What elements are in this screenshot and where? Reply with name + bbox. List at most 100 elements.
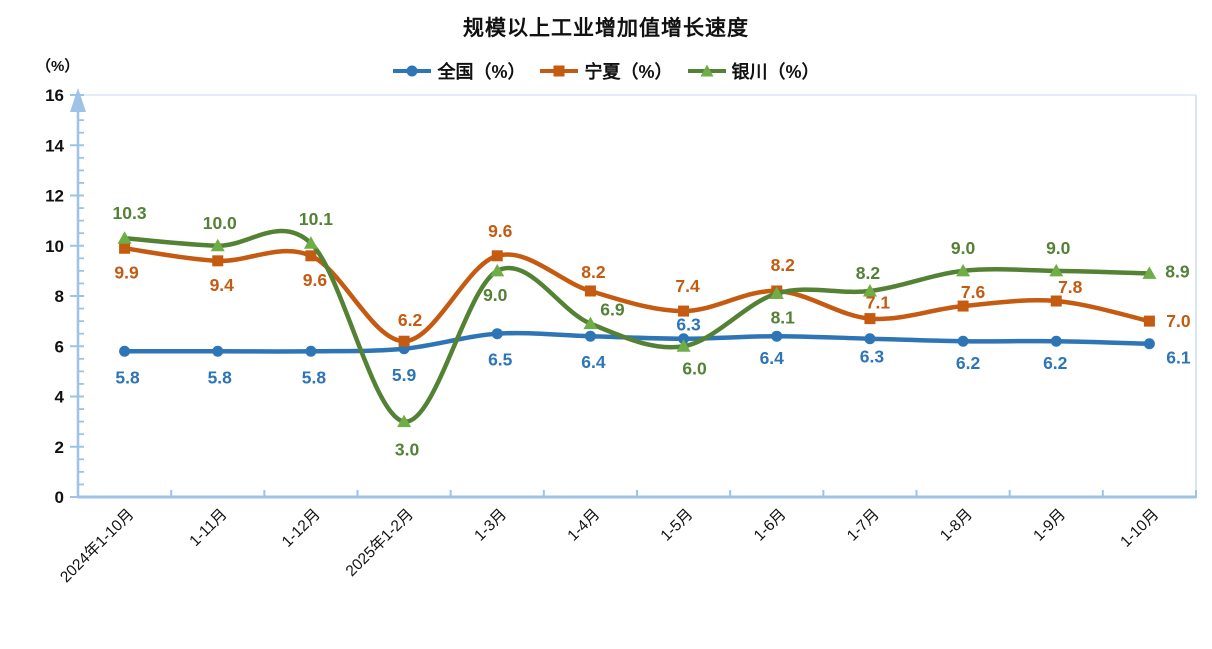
- series-line-national: [122, 330, 1152, 354]
- data-label-national-0: 5.8: [115, 367, 140, 387]
- data-label-yinchuan-5: 6.9: [600, 300, 625, 320]
- marker-ningxia-4: [491, 250, 503, 262]
- marker-yinchuan-7: [769, 286, 784, 299]
- marker-national-11: [1143, 338, 1155, 350]
- data-label-national-9: 6.2: [956, 353, 981, 373]
- x-tick-label-7: 1-6月: [751, 506, 790, 545]
- legend-label-national: 全国（%）: [437, 62, 526, 82]
- marker-national-4: [491, 328, 503, 340]
- line-triangle-marker-icon: [687, 64, 726, 77]
- marker-national-10: [1050, 335, 1062, 347]
- x-tick-label-5: 1-4月: [564, 506, 603, 545]
- marker-yinchuan-1: [210, 238, 225, 252]
- data-label-national-3: 5.9: [392, 365, 417, 385]
- marker-ningxia-3: [398, 335, 410, 347]
- marker-yinchuan-10: [1049, 263, 1064, 277]
- x-tick-label-1: 1-11月: [186, 506, 230, 550]
- x-tick-label-6: 1-5月: [658, 506, 697, 545]
- data-label-ningxia-0: 9.9: [114, 262, 139, 282]
- data-label-national-2: 5.8: [302, 367, 327, 387]
- y-tick-label-4: 4: [55, 388, 65, 407]
- data-label-ningxia-3: 6.2: [398, 310, 423, 330]
- y-axis-arrow-icon: [70, 88, 86, 112]
- legend-item-national[interactable]: 全国（%）: [392, 58, 525, 84]
- data-label-national-7: 6.4: [760, 348, 785, 368]
- data-label-national-4: 6.5: [488, 350, 513, 370]
- y-tick-label-8: 8: [55, 287, 64, 306]
- data-label-ningxia-1: 9.4: [210, 275, 235, 295]
- data-label-yinchuan-10: 9.0: [1046, 238, 1071, 258]
- y-tick-label-12: 12: [45, 187, 64, 206]
- data-label-ningxia-6: 7.4: [675, 276, 700, 296]
- data-label-ningxia-2: 9.6: [303, 270, 328, 290]
- x-tick-label-3: 2025年1-2月: [342, 505, 417, 580]
- data-label-ningxia-4: 9.6: [488, 221, 513, 241]
- legend: 全国（%） 宁夏（%） 银川（%）: [0, 58, 1212, 84]
- marker-ningxia-11: [1143, 315, 1155, 327]
- legend-label-yinchuan: 银川（%）: [731, 62, 820, 82]
- marker-national-5: [584, 330, 596, 342]
- y-tick-label-6: 6: [55, 337, 64, 356]
- marker-ningxia-5: [584, 285, 596, 297]
- y-axis-unit-label: （%）: [36, 58, 80, 75]
- data-label-yinchuan-4: 9.0: [483, 285, 508, 305]
- data-label-yinchuan-1: 10.0: [203, 213, 237, 233]
- data-label-yinchuan-6: 6.0: [682, 358, 707, 378]
- chart-title: 规模以上工业增加值增长速度: [463, 17, 749, 40]
- marker-yinchuan-5: [583, 316, 598, 330]
- marker-yinchuan-0: [117, 231, 132, 244]
- marker-national-9: [957, 335, 969, 347]
- x-tick-label-0: 2024年1-10月: [56, 505, 137, 586]
- legend-item-yinchuan[interactable]: 银川（%）: [687, 58, 820, 84]
- marker-national-0: [119, 345, 131, 357]
- marker-ningxia-0: [119, 242, 131, 254]
- data-label-national-11: 6.1: [1166, 348, 1191, 368]
- line-square-marker-icon: [540, 65, 579, 77]
- data-label-national-8: 6.3: [860, 347, 885, 367]
- x-tick-label-2: 1-12月: [279, 506, 324, 551]
- y-tick-label-2: 2: [55, 438, 64, 457]
- data-label-yinchuan-9: 9.0: [951, 238, 976, 258]
- data-label-yinchuan-11: 8.9: [1165, 261, 1190, 281]
- marker-yinchuan-8: [862, 283, 877, 297]
- data-label-yinchuan-2: 10.1: [299, 209, 333, 229]
- marker-yinchuan-9: [956, 263, 971, 277]
- series-line-ningxia: [122, 246, 1152, 344]
- y-tick-label-16: 16: [45, 86, 64, 105]
- marker-ningxia-8: [864, 313, 876, 325]
- data-label-national-5: 6.4: [581, 352, 606, 372]
- data-label-ningxia-7: 8.2: [771, 255, 796, 275]
- marker-yinchuan-2: [303, 236, 318, 249]
- data-label-national-1: 5.8: [208, 367, 233, 387]
- x-tick-label-10: 1-9月: [1030, 506, 1069, 545]
- marker-national-6: [678, 333, 690, 345]
- data-label-ningxia-9: 7.6: [961, 282, 986, 302]
- y-tick-label-0: 0: [55, 488, 64, 507]
- data-label-ningxia-8: 7.1: [866, 293, 891, 313]
- data-label-ningxia-11: 7.0: [1166, 311, 1191, 331]
- data-label-yinchuan-3: 3.0: [395, 440, 420, 460]
- legend-label-ningxia: 宁夏（%）: [584, 62, 673, 82]
- data-label-national-10: 6.2: [1043, 353, 1068, 373]
- series-line-yinchuan: [122, 228, 1152, 424]
- x-tick-label-4: 1-3月: [471, 506, 510, 545]
- data-label-yinchuan-0: 10.3: [113, 203, 147, 223]
- marker-national-2: [305, 345, 317, 357]
- marker-yinchuan-3: [397, 414, 412, 428]
- x-tick-label-11: 1-10月: [1117, 506, 1162, 551]
- marker-national-8: [864, 333, 876, 345]
- marker-ningxia-2: [305, 250, 317, 262]
- legend-item-ningxia[interactable]: 宁夏（%）: [539, 58, 673, 84]
- data-label-yinchuan-7: 8.1: [771, 307, 796, 327]
- marker-ningxia-10: [1050, 295, 1062, 307]
- marker-ningxia-9: [957, 300, 969, 312]
- marker-yinchuan-4: [490, 263, 505, 277]
- data-label-ningxia-5: 8.2: [581, 262, 606, 282]
- y-tick-label-14: 14: [45, 136, 64, 155]
- data-label-national-6: 6.3: [676, 315, 701, 335]
- marker-national-7: [771, 330, 783, 342]
- x-tick-label-8: 1-7月: [844, 506, 883, 545]
- marker-yinchuan-6: [676, 339, 691, 352]
